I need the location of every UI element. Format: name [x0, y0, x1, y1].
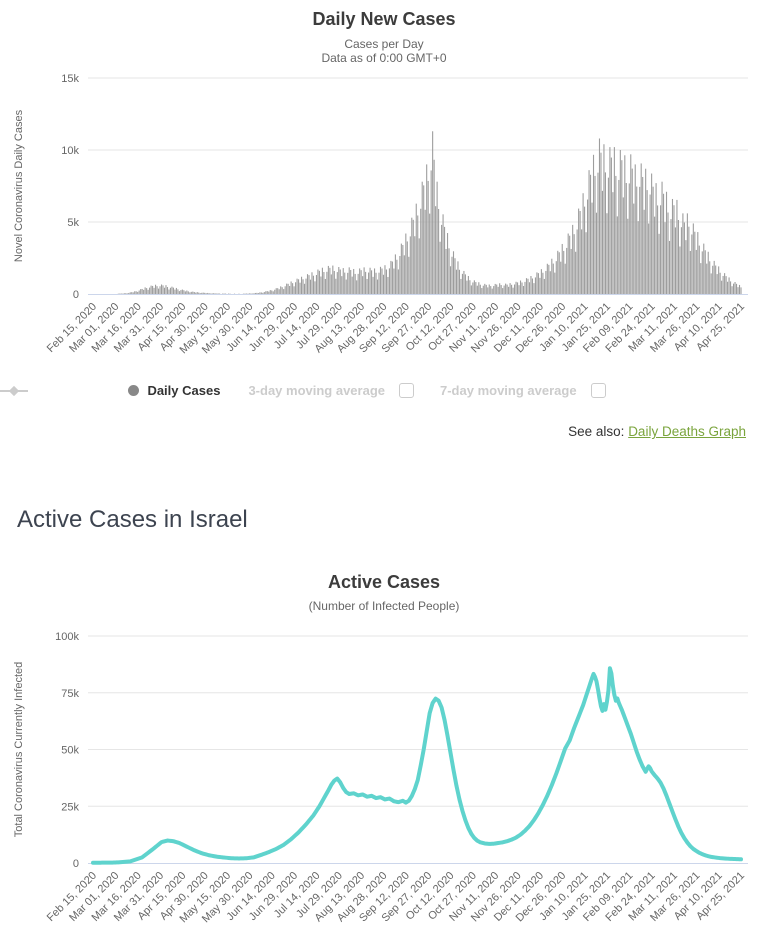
active-cases-line: [91, 666, 743, 865]
3day-ma-checkbox[interactable]: [399, 383, 414, 398]
daily-chart-legend: Daily Cases 3-day moving average 7-day m…: [0, 383, 748, 398]
7day-ma-marker-icon: [0, 385, 28, 396]
section-heading-active-cases-israel: Active Cases in Israel: [17, 506, 248, 533]
daily-deaths-graph-link[interactable]: Daily Deaths Graph: [628, 424, 746, 439]
daily-chart-subtitle-1: Cases per Day: [344, 37, 424, 51]
legend-item-3day-ma[interactable]: 3-day moving average: [0, 383, 385, 398]
svg-text:10k: 10k: [61, 145, 79, 157]
y-axis-title: Novel Coronavirus Daily Cases: [13, 109, 25, 262]
legend-7day-ma-label: 7-day moving average: [440, 383, 577, 398]
see-also-line: See also: Daily Deaths Graph: [568, 424, 746, 439]
axes: 0 25k 50k 75k 100k: [55, 631, 748, 870]
svg-text:5k: 5k: [67, 217, 79, 229]
legend-daily-cases-label: Daily Cases: [147, 383, 221, 398]
7day-ma-checkbox[interactable]: [590, 383, 606, 398]
daily-cases-bars: [117, 131, 742, 294]
svg-text:15k: 15k: [61, 73, 79, 85]
daily-chart-subtitle-2: Data as of 0:00 GMT+0: [321, 51, 447, 65]
y-axis-title: Total Coronavirus Currently Infected: [13, 662, 25, 837]
svg-text:25k: 25k: [61, 801, 79, 813]
svg-text:0: 0: [73, 289, 79, 301]
legend-item-7day-ma[interactable]: 7-day moving average: [0, 383, 577, 398]
active-chart-subtitle: (Number of Infected People): [308, 599, 460, 613]
daily-cases-marker-icon: [128, 385, 140, 396]
legend-3day-ma-label: 3-day moving average: [248, 383, 385, 398]
active-chart-title: Active Cases: [327, 572, 441, 592]
svg-text:75k: 75k: [61, 688, 79, 700]
svg-text:50k: 50k: [61, 745, 79, 757]
see-also-label: See also:: [568, 424, 625, 439]
legend-item-daily-cases[interactable]: Daily Cases: [128, 383, 220, 398]
daily-chart-title: Daily New Cases: [312, 9, 456, 29]
svg-text:0: 0: [73, 858, 79, 870]
svg-text:100k: 100k: [55, 631, 79, 643]
